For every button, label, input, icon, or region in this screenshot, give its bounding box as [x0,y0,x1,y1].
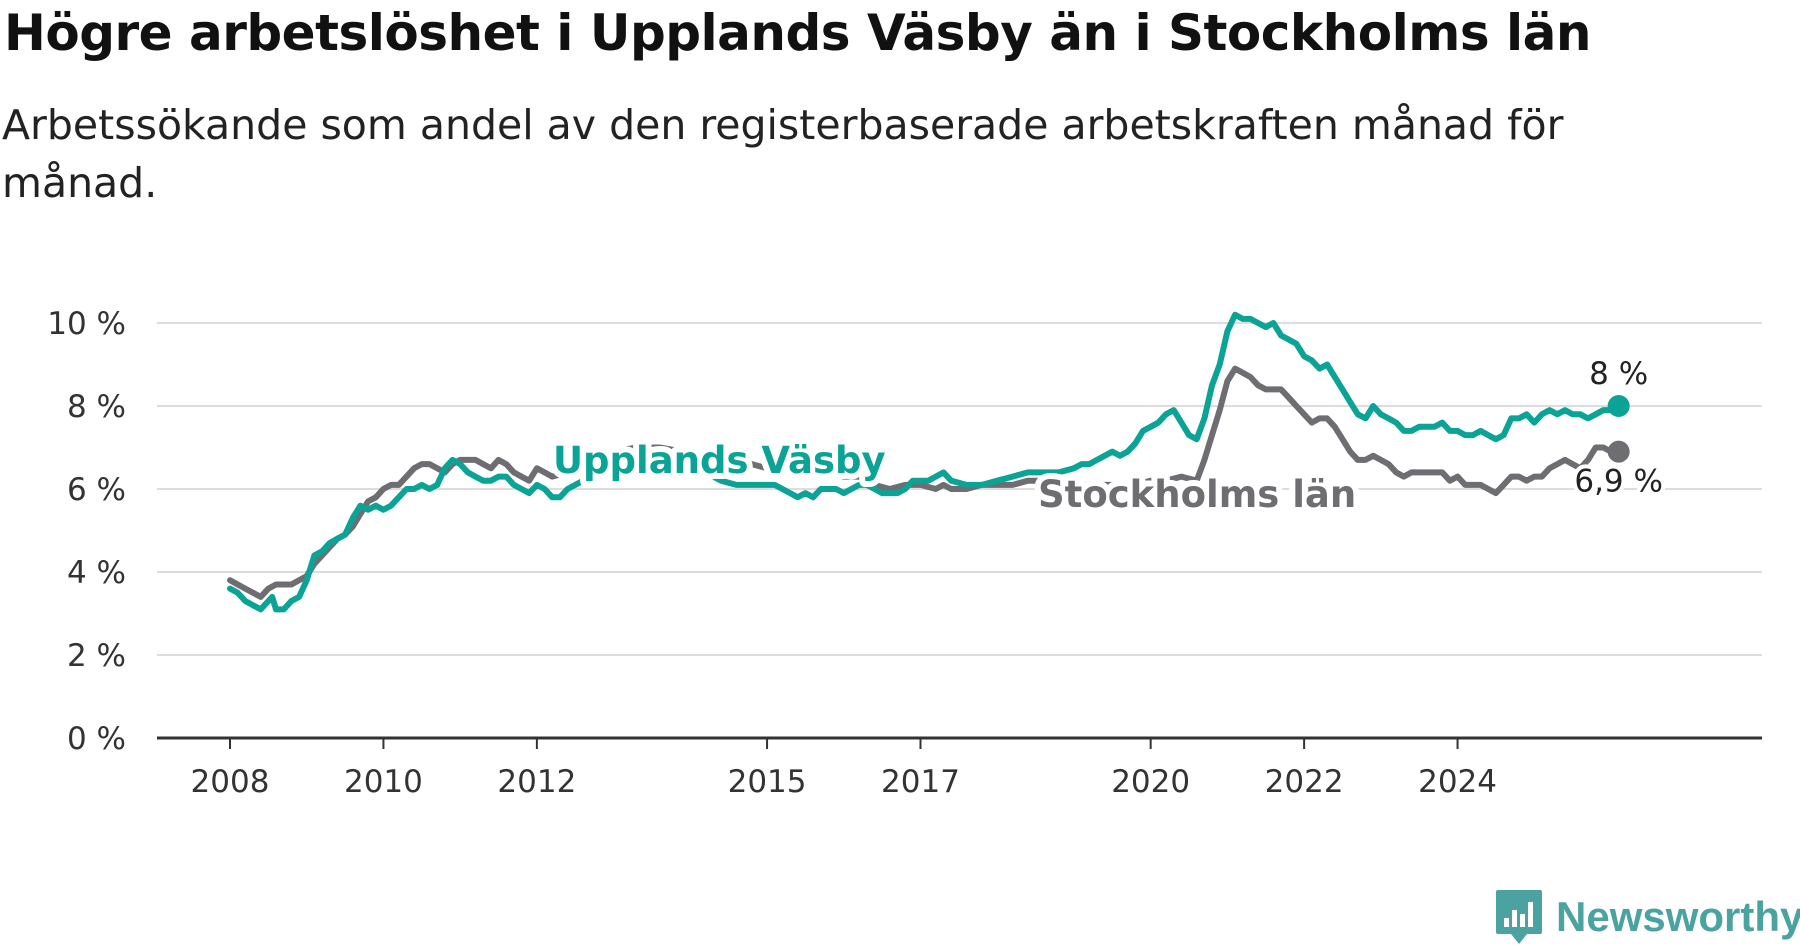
x-tick-label: 2024 [1418,764,1497,800]
y-tick-label: 6 % [67,472,126,508]
newsworthy-logo: Newsworthy [1494,888,1800,946]
x-tick-label: 2012 [497,764,576,800]
end-point-stockholms-lan [1607,440,1630,463]
series-labels: Upplands Väsby Stockholms län 8 % 6,9 % [547,352,1667,522]
series-label-stockholms-lan: Stockholms län [1038,473,1356,516]
y-tick-label: 10 % [47,306,126,342]
newsworthy-logo-text: Newsworthy [1556,893,1800,940]
newsworthy-logo-icon [1496,890,1542,944]
x-axis-ticks: 2008 2010 2012 2015 2017 2020 2022 2024 [191,738,1497,800]
series-lines [227,311,1630,613]
end-value-label-stockholms-lan: 6,9 % [1574,464,1663,500]
y-tick-label: 4 % [67,555,126,591]
x-tick-label: 2022 [1265,764,1344,800]
end-value-label-upplands-vasby: 8 % [1589,356,1648,392]
y-tick-label: 8 % [67,389,126,425]
x-tick-label: 2010 [344,764,423,800]
series-label-upplands-vasby: Upplands Väsby [553,439,886,482]
y-tick-label: 0 % [67,721,126,757]
y-tick-label: 2 % [67,638,126,674]
series-line-upplands-vasby [227,311,1622,613]
end-point-upplands-vasby [1607,395,1630,417]
x-tick-label: 2020 [1111,764,1190,800]
chart-title: Högre arbetslöshet i Upplands Väsby än i… [4,4,1591,62]
chart-subtitle: Arbetssökande som andel av den registerb… [2,101,1564,207]
x-tick-label: 2008 [191,764,270,800]
x-tick-label: 2017 [881,764,960,800]
y-axis-ticks: 0 % 2 % 4 % 6 % 8 % 10 % [47,306,126,757]
x-tick-label: 2015 [728,764,807,800]
